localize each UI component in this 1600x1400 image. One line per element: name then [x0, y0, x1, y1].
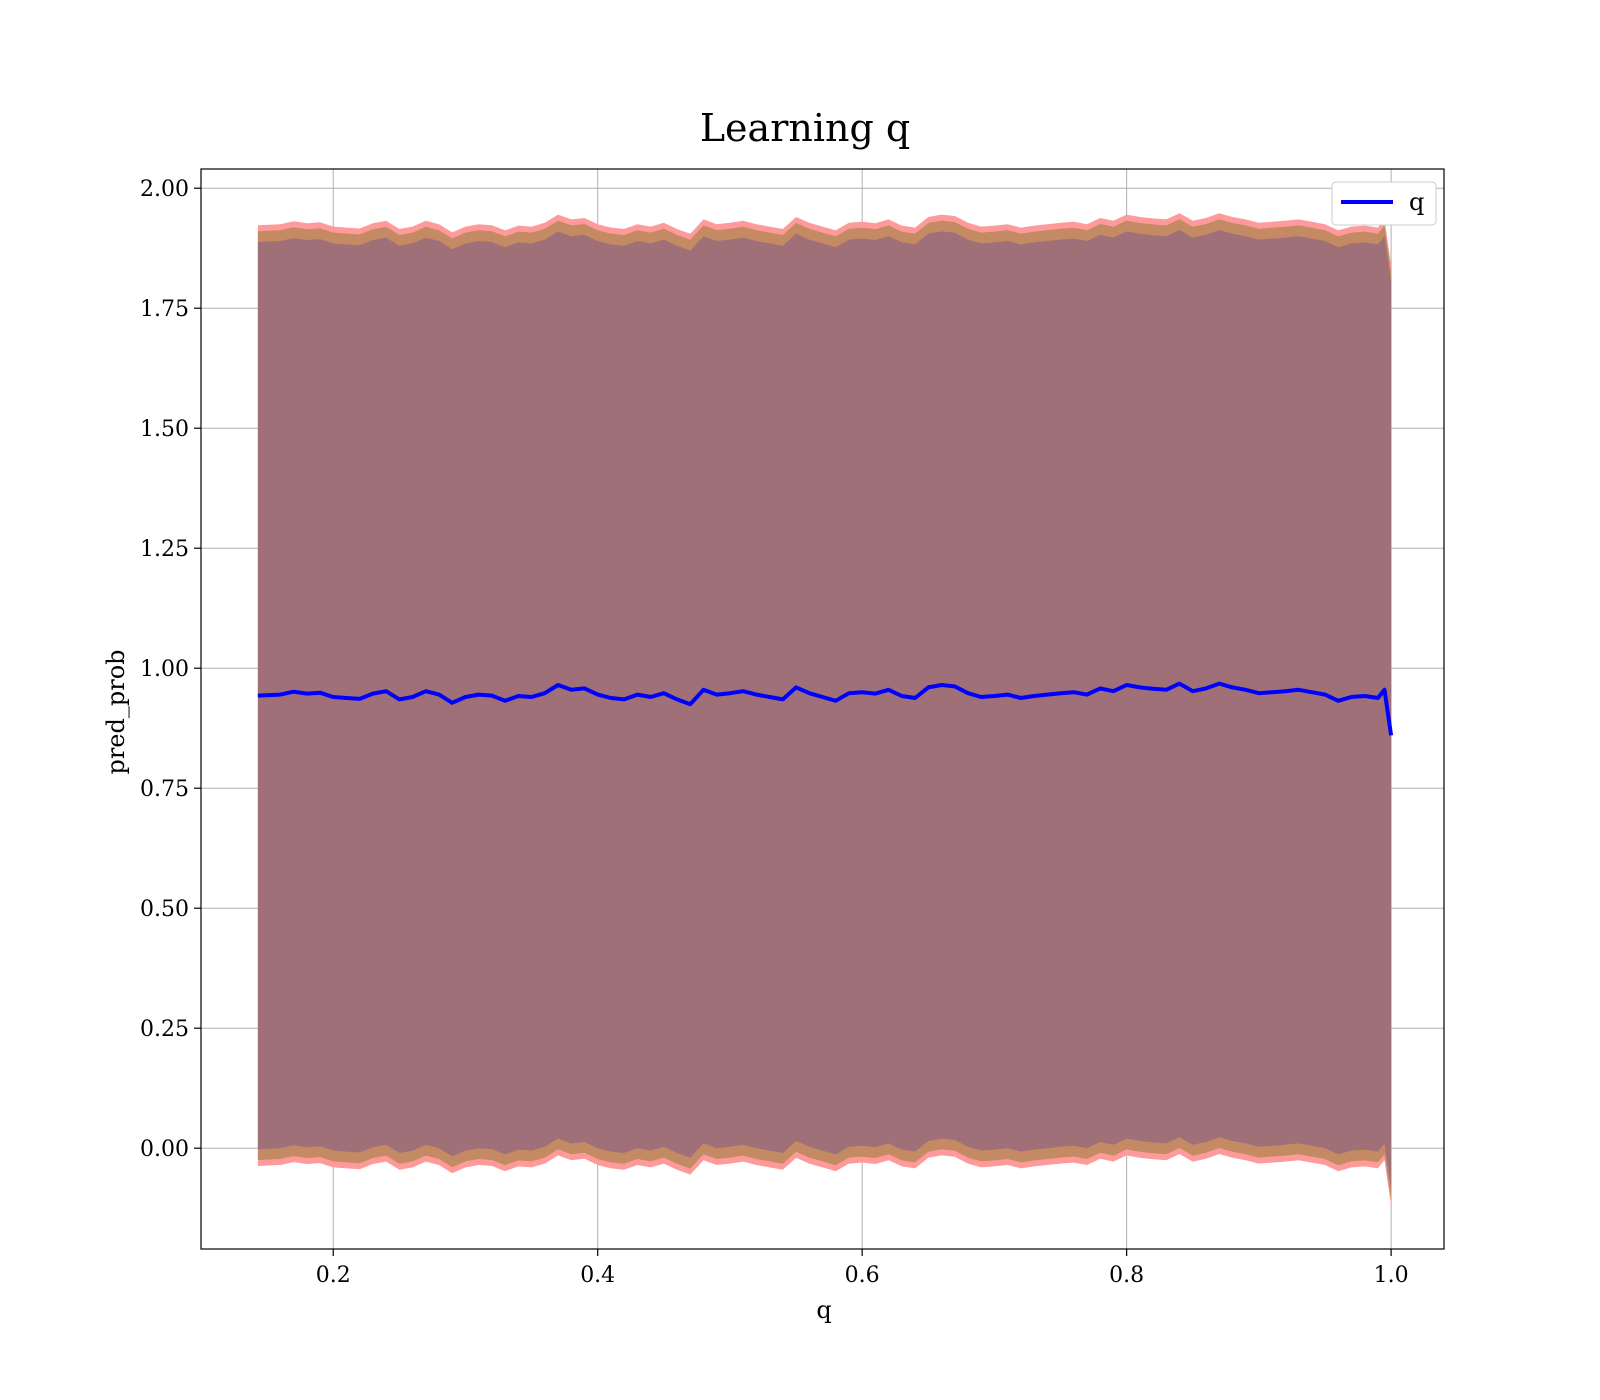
legend-label-q: q — [1409, 188, 1424, 216]
x-tick-label: 0.4 — [580, 1263, 615, 1288]
y-tick-label: 0.00 — [140, 1137, 189, 1162]
y-tick-label: 1.25 — [140, 537, 189, 562]
legend: q — [1331, 181, 1437, 226]
y-axis-ticks: 0.00 0.25 0.50 0.75 1.00 1.25 1.50 1.75 2.00 — [140, 177, 201, 1162]
series-line-q — [257, 681, 1394, 736]
y-tick-label: 0.25 — [140, 1017, 189, 1042]
y-tick-label: 0.75 — [140, 777, 189, 802]
chart-title: Learning q — [700, 106, 910, 150]
x-tick-label: 1.0 — [1374, 1263, 1409, 1288]
confidence-band-inner — [257, 230, 1392, 1189]
x-tick-label: 0.6 — [845, 1263, 880, 1288]
y-tick-label: 1.00 — [140, 657, 189, 682]
y-axis-label: pred_prob — [102, 649, 130, 774]
plot-area-frame — [200, 168, 1445, 1250]
x-axis-label: q — [816, 1296, 831, 1324]
y-tick-label: 0.50 — [140, 897, 189, 922]
y-tick-label: 1.75 — [140, 297, 189, 322]
x-tick-label: 0.2 — [316, 1263, 351, 1288]
x-tick-label: 0.8 — [1109, 1263, 1144, 1288]
y-tick-label: 1.50 — [140, 417, 189, 442]
x-axis-ticks: 0.2 0.4 0.6 0.8 1.0 — [316, 1249, 1409, 1288]
y-tick-label: 2.00 — [140, 177, 189, 202]
confidence-bands — [257, 213, 1392, 1206]
